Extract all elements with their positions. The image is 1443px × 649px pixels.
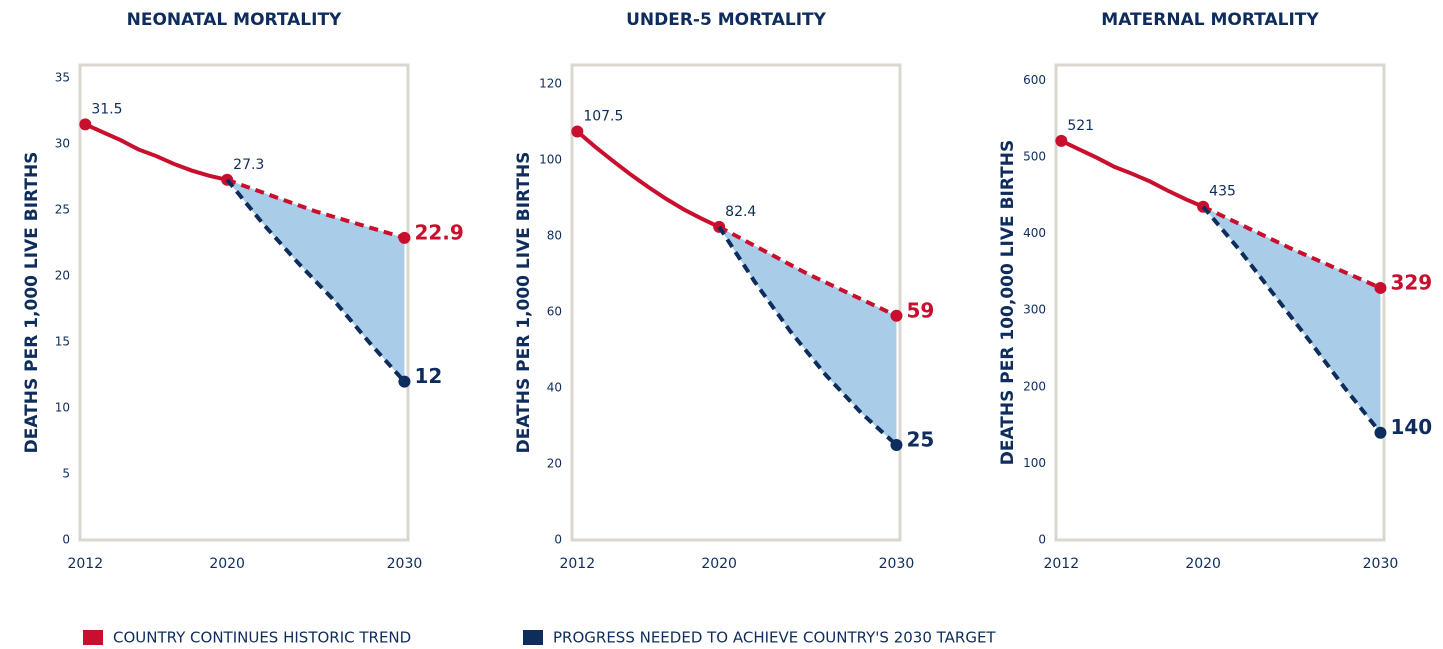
- legend-label: COUNTRY CONTINUES HISTORIC TREND: [113, 629, 411, 647]
- y-tick-label: 30: [55, 137, 70, 151]
- chart-title: MATERNAL MORTALITY: [1101, 10, 1319, 30]
- point-marker: [571, 125, 584, 138]
- series-line: [84, 122, 228, 182]
- series-line: [225, 178, 406, 384]
- data-label: 329: [1390, 270, 1432, 294]
- y-tick-label: 20: [55, 269, 70, 283]
- data-label: 12: [414, 364, 442, 388]
- x-tick-label: 2030: [879, 556, 915, 572]
- x-tick-label: 2020: [1185, 556, 1221, 572]
- plot-frame: [78, 63, 410, 542]
- point-marker: [398, 231, 411, 244]
- x-tick-label: 2012: [1043, 556, 1079, 572]
- data-label: 107.5: [583, 109, 623, 125]
- x-tick-label: 2012: [67, 556, 103, 572]
- chart-title: UNDER-5 MORTALITY: [626, 10, 827, 30]
- series-line: [576, 129, 721, 229]
- series-line: [718, 225, 898, 318]
- y-tick-label: 100: [539, 153, 562, 167]
- y-tick-label: 500: [1023, 149, 1046, 163]
- y-tick-label: 200: [1023, 379, 1046, 393]
- y-tick-label: 0: [62, 533, 70, 547]
- data-label: 435: [1209, 184, 1236, 200]
- data-label: 22.9: [414, 220, 463, 244]
- y-tick-label: 15: [55, 335, 70, 349]
- series-line: [1060, 139, 1204, 209]
- data-label: 521: [1067, 118, 1094, 134]
- point-marker: [1374, 426, 1387, 439]
- y-axis-label: DEATHS PER 1,000 LIVE BIRTHS: [514, 152, 534, 454]
- y-tick-label: 35: [55, 71, 70, 85]
- y-tick-label: 400: [1023, 226, 1046, 240]
- data-label: 27.3: [233, 157, 264, 173]
- plot-frame: [570, 63, 902, 542]
- point-marker: [1055, 134, 1068, 147]
- data-label: 59: [906, 298, 934, 322]
- data-label: 140: [1390, 415, 1432, 439]
- series-line: [226, 177, 406, 240]
- legend-swatch: [523, 630, 543, 645]
- x-tick-label: 2020: [701, 556, 737, 572]
- y-tick-label: 600: [1023, 73, 1046, 87]
- data-label: 31.5: [91, 101, 122, 117]
- y-tick-label: 25: [55, 203, 70, 217]
- legend-swatch: [83, 630, 103, 645]
- x-tick-label: 2030: [387, 556, 423, 572]
- y-tick-label: 0: [554, 533, 562, 547]
- point-marker: [398, 375, 411, 388]
- series-line: [1201, 205, 1383, 434]
- series-line: [1202, 204, 1382, 290]
- point-marker: [1374, 281, 1387, 294]
- y-tick-label: 60: [547, 305, 562, 319]
- y-tick-label: 40: [547, 381, 562, 395]
- y-tick-label: 5: [62, 467, 70, 481]
- y-axis-label: DEATHS PER 100,000 LIVE BIRTHS: [998, 140, 1018, 466]
- point-marker: [890, 439, 903, 451]
- chart-title: NEONATAL MORTALITY: [127, 10, 342, 30]
- point-marker: [890, 309, 903, 322]
- y-tick-label: 80: [547, 229, 562, 243]
- legend-label: PROGRESS NEEDED TO ACHIEVE COUNTRY'S 203…: [553, 629, 996, 647]
- x-tick-label: 2020: [209, 556, 245, 572]
- x-tick-label: 2012: [559, 556, 595, 572]
- y-axis-label: DEATHS PER 1,000 LIVE BIRTHS: [22, 152, 42, 454]
- y-tick-label: 300: [1023, 303, 1046, 317]
- y-tick-label: 20: [547, 457, 562, 471]
- y-tick-label: 0: [1038, 533, 1046, 547]
- data-label: 82.4: [725, 204, 756, 220]
- y-tick-label: 100: [1023, 456, 1046, 470]
- x-tick-label: 2030: [1363, 556, 1399, 572]
- point-marker: [79, 118, 92, 131]
- series-line: [717, 225, 898, 447]
- gap-area: [719, 226, 897, 445]
- y-tick-label: 120: [539, 77, 562, 91]
- data-label: 25: [906, 428, 934, 452]
- y-tick-label: 10: [55, 401, 70, 415]
- plot-frame: [1054, 63, 1386, 542]
